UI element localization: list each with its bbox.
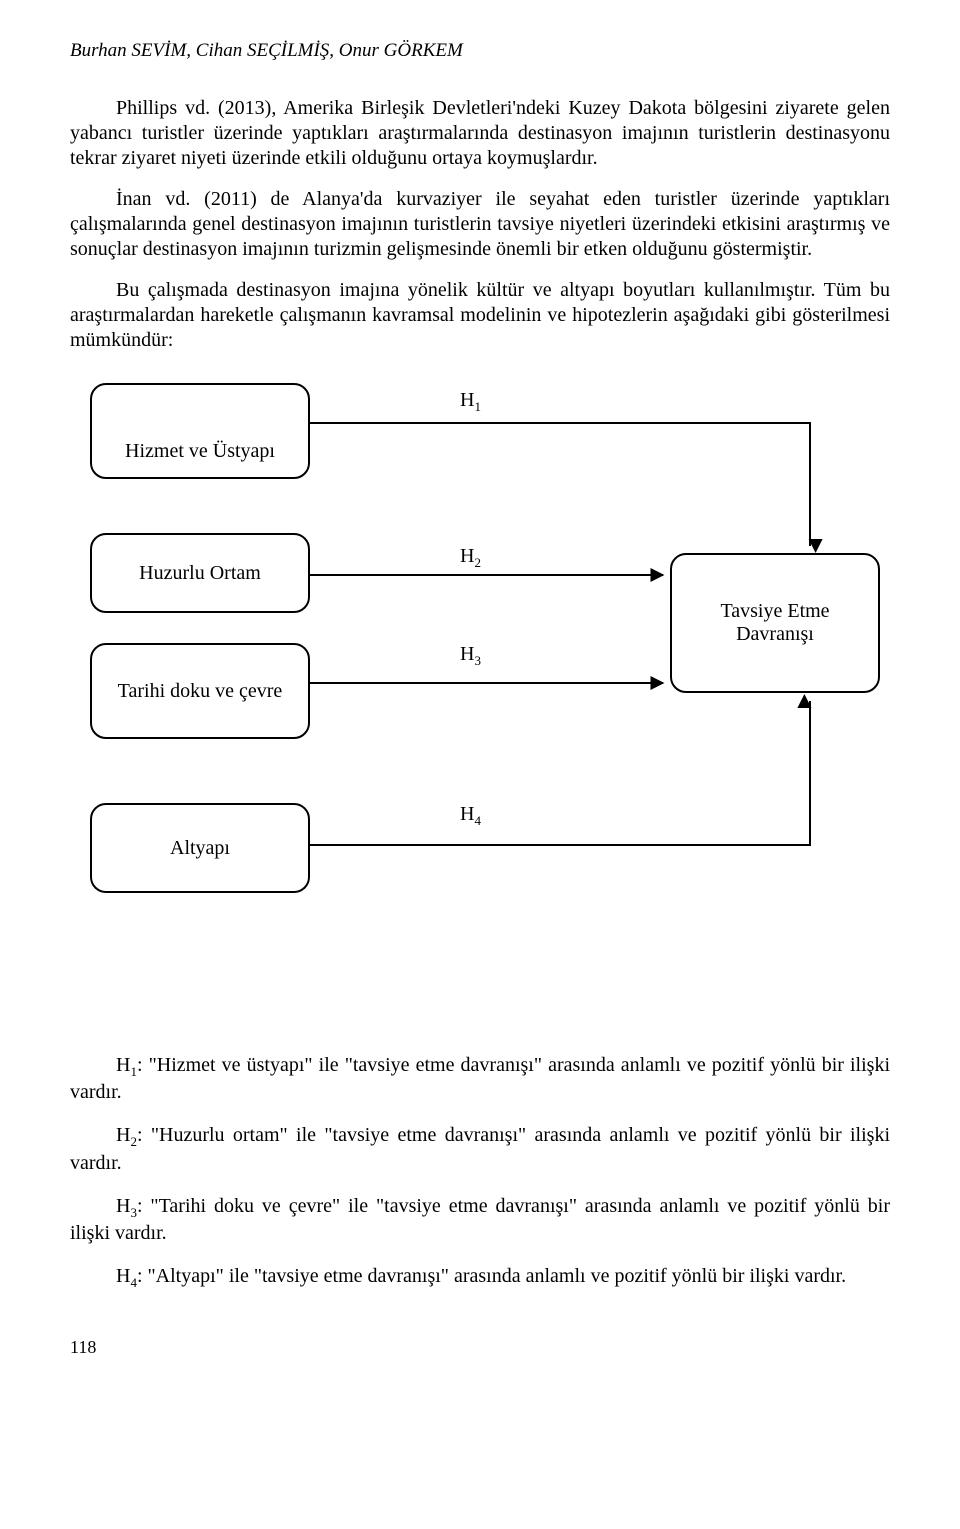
node-label: Tavsiye Etme Davranışı [682,600,868,646]
conceptual-model-diagram: Hizmet ve Üstyapı Huzurlu Ortam Tarihi d… [90,383,910,1023]
body-paragraph: Phillips vd. (2013), Amerika Birleşik De… [70,96,890,171]
hypothesis-h3: H3: "Tarihi doku ve çevre" ile "tavsiye … [70,1194,890,1246]
node-tavsiye-etme: Tavsiye Etme Davranışı [670,553,880,693]
body-paragraph: Bu çalışmada destinasyon imajına yönelik… [70,278,890,353]
hypothesis-h2: H2: "Huzurlu ortam" ile "tavsiye etme da… [70,1123,890,1175]
node-altyapi: Altyapı [90,803,310,893]
node-huzurlu-ortam: Huzurlu Ortam [90,533,310,613]
node-label: Huzurlu Ortam [139,562,261,585]
edge-label-h3: H3 [460,643,481,669]
node-hizmet-ustyapi: Hizmet ve Üstyapı [90,383,310,479]
node-label: Tarihi doku ve çevre [118,680,283,703]
node-label: Altyapı [170,837,230,860]
hypothesis-h1: H1: "Hizmet ve üstyapı" ile "tavsiye etm… [70,1053,890,1105]
node-tarihi-doku: Tarihi doku ve çevre [90,643,310,739]
edge-h4 [310,701,810,845]
edge-label-h4: H4 [460,803,481,829]
page-header-authors: Burhan SEVİM, Cihan SEÇİLMİŞ, Onur GÖRKE… [70,40,890,62]
paragraph-text: Phillips vd. (2013), Amerika Birleşik De… [70,97,890,169]
paragraph-text: Bu çalışmada destinasyon imajına yönelik… [70,279,890,351]
hypothesis-h4: H4: "Altyapı" ile "tavsiye etme davranış… [70,1264,890,1291]
edge-label-h2: H2 [460,545,481,571]
edge-label-h1: H1 [460,389,481,415]
page-number: 118 [70,1337,890,1358]
paragraph-text: İnan vd. (2011) de Alanya'da kurvaziyer … [70,188,890,260]
body-paragraph: İnan vd. (2011) de Alanya'da kurvaziyer … [70,187,890,262]
edge-h1 [310,423,810,546]
node-label: Hizmet ve Üstyapı [125,440,275,463]
